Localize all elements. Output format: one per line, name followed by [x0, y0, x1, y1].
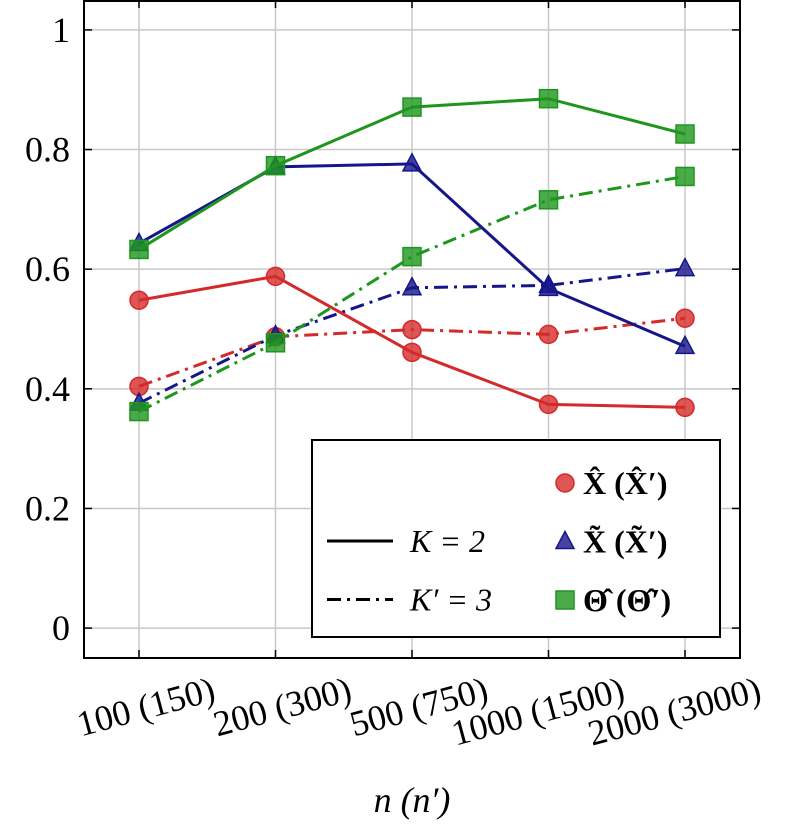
x-axis-label: n (n′) — [374, 780, 451, 820]
legend-label: K′ = 3 — [409, 582, 492, 618]
legend-label: X̃ (X̃′) — [583, 524, 668, 560]
marker — [675, 308, 695, 328]
x-tick-label: 200 (300) — [209, 669, 356, 744]
marker — [554, 529, 576, 550]
legend-box — [311, 439, 721, 638]
marker — [538, 190, 559, 210]
marker — [129, 239, 149, 260]
marker — [129, 401, 149, 422]
marker — [674, 256, 696, 277]
marker — [265, 333, 286, 353]
marker — [675, 397, 695, 418]
legend-label: K = 2 — [409, 523, 485, 559]
marker — [401, 276, 423, 296]
marker — [402, 246, 422, 267]
marker — [402, 319, 422, 340]
plot-frame — [83, 0, 741, 659]
y-tick-label: 0.2 — [25, 488, 70, 528]
y-tick-label: 0.6 — [25, 249, 70, 289]
marker — [538, 394, 559, 415]
marker — [674, 334, 696, 355]
marker — [538, 324, 559, 345]
marker — [538, 88, 559, 109]
y-tick-label: 1 — [52, 10, 70, 50]
y-tick-label: 0 — [52, 608, 70, 648]
marker — [401, 152, 423, 172]
marker — [675, 166, 695, 187]
legend-label: Θ̂ (Θ̂′) — [583, 582, 671, 618]
marker — [675, 124, 695, 144]
marker — [538, 276, 559, 297]
x-tick-label: 100 (150) — [73, 669, 220, 744]
legend-label: X̂ (X̂′) — [583, 465, 668, 501]
marker — [555, 473, 575, 493]
y-tick-label: 0.8 — [25, 130, 70, 170]
marker — [129, 290, 149, 311]
marker — [265, 266, 286, 287]
y-tick-label: 0.4 — [25, 369, 70, 409]
marker — [402, 97, 422, 117]
marker — [402, 342, 422, 363]
marker — [265, 155, 286, 176]
marker — [555, 590, 575, 610]
